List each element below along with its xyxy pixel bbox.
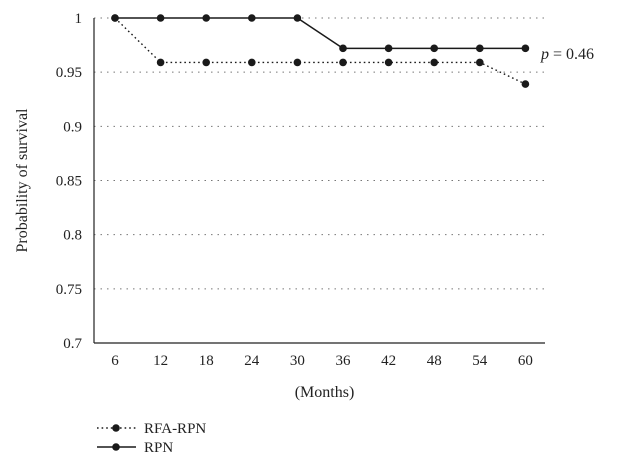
series-group (111, 14, 530, 88)
point-rpn (339, 44, 347, 53)
point-rfa-rpn (476, 58, 484, 67)
series-line-rfa-rpn (114, 17, 526, 85)
x-tick-label: 30 (290, 353, 305, 369)
legend-marker-rfa-rpn (112, 424, 120, 432)
x-tick-label: 54 (472, 353, 488, 369)
point-rfa-rpn (293, 58, 302, 67)
point-rfa-rpn (430, 58, 439, 67)
y-axis-title: Probability of survival (14, 108, 31, 253)
legend-label-rfa-rpn: RFA-RPN (144, 421, 206, 437)
y-tick-label: 0.9 (63, 119, 82, 135)
grid-lines (94, 17, 545, 290)
x-tick-labels: 6 12 18 24 30 36 42 48 54 60 (94, 342, 545, 369)
point-rpn (248, 14, 256, 22)
y-tick-label: 1 (75, 11, 83, 27)
p-symbol: p (540, 46, 549, 63)
point-rpn (111, 14, 119, 22)
point-rfa-rpn (248, 58, 256, 67)
point-rfa-rpn (521, 80, 530, 88)
x-tick-label: 36 (336, 353, 352, 369)
legend-marker-rpn (112, 443, 120, 451)
x-tick-label: 42 (381, 353, 396, 369)
x-tick-label: 6 (111, 353, 119, 369)
x-tick-label: 18 (199, 353, 214, 369)
series-line-rpn (115, 17, 526, 50)
y-tick-label: 0.95 (56, 65, 82, 81)
point-rpn (293, 14, 302, 22)
y-tick-labels: 0.7 0.75 0.8 0.85 0.9 0.95 1 (56, 11, 83, 352)
p-value-annotation: p = 0.46 (540, 46, 594, 63)
point-rpn (156, 14, 165, 22)
legend-label-rpn: RPN (144, 440, 173, 456)
x-tick-label: 24 (244, 353, 260, 369)
point-rpn (521, 44, 530, 53)
p-value: = 0.46 (549, 46, 594, 63)
point-rfa-rpn (156, 58, 165, 67)
point-rpn (430, 44, 439, 53)
x-axis-title: (Months) (295, 384, 355, 401)
point-rfa-rpn (384, 58, 393, 67)
y-tick-label: 0.85 (56, 174, 82, 190)
y-tick-label: 0.75 (56, 282, 82, 298)
x-tick-label: 60 (518, 353, 533, 369)
y-tick-label: 0.7 (63, 336, 82, 352)
x-tick-label: 12 (153, 353, 168, 369)
point-rfa-rpn (202, 58, 210, 67)
point-rfa-rpn (339, 58, 347, 67)
point-rpn (384, 44, 393, 53)
point-rpn (202, 14, 210, 22)
y-tick-label: 0.8 (63, 228, 82, 244)
point-rpn (476, 44, 484, 53)
legend: RFA-RPN RPN (97, 421, 206, 456)
x-tick-label: 48 (427, 353, 442, 369)
